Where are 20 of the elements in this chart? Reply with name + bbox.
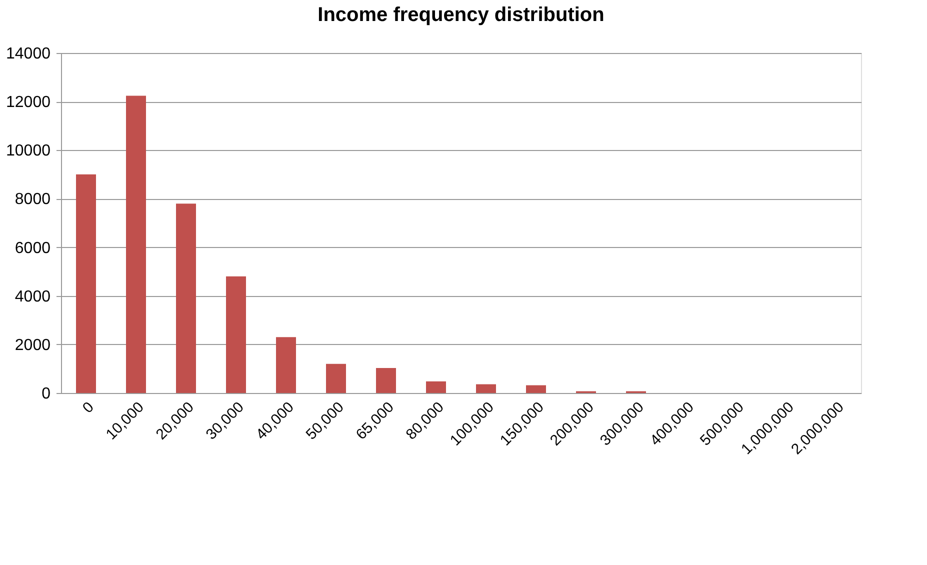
- x-tick-label: 0: [79, 398, 98, 417]
- bar: [476, 384, 496, 393]
- y-tick-label: 10000: [6, 142, 51, 160]
- y-tick-label: 8000: [14, 191, 51, 208]
- y-tick-label: 2000: [14, 336, 51, 354]
- bar: [276, 337, 296, 393]
- y-tick-label: 0: [42, 386, 51, 402]
- chart-title: Income frequency distribution: [318, 4, 604, 26]
- bar: [526, 385, 546, 393]
- y-tick-label: 4000: [14, 288, 51, 306]
- bar: [426, 381, 446, 393]
- y-tick-label: 12000: [6, 94, 51, 112]
- bar: [176, 204, 196, 393]
- bar: [376, 368, 396, 393]
- bar: [326, 364, 346, 393]
- bar: [226, 276, 246, 393]
- bar: [76, 174, 96, 393]
- y-tick-label: 6000: [14, 240, 51, 257]
- bar: [126, 96, 146, 393]
- y-tick-label: 14000: [6, 46, 51, 62]
